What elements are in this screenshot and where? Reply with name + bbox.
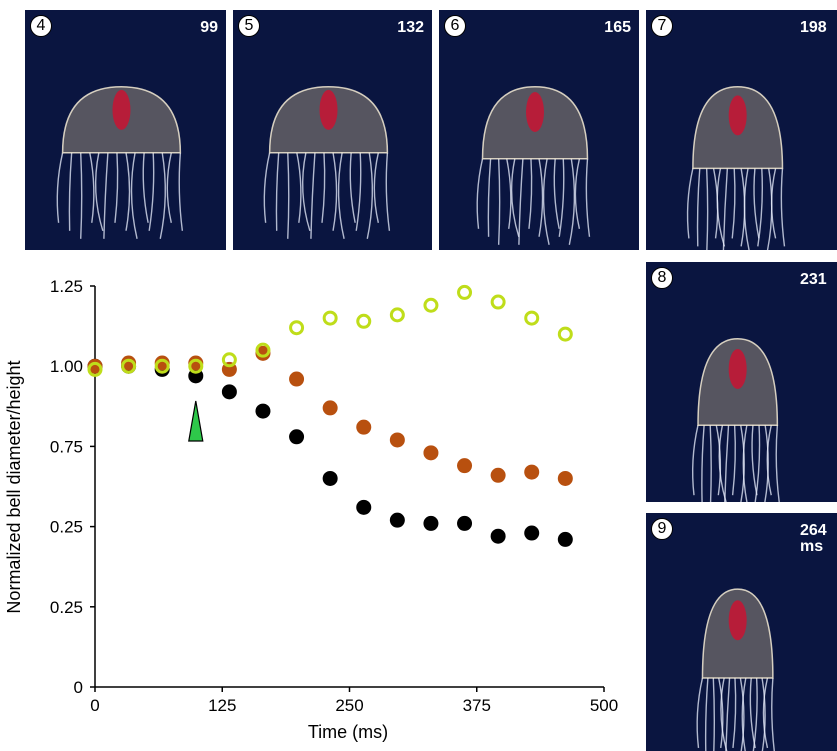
y-ticks: 0 0.25 0.25 0.75 1.00 1.25 [50, 277, 95, 697]
frame-number-badge: 8 [651, 267, 673, 289]
jellyfish-illustration [476, 86, 591, 245]
data-point [457, 284, 473, 300]
frame-number-badge: 4 [30, 15, 52, 37]
data-point [524, 525, 540, 541]
y-axis-label: Normalized bell diameter/height [4, 360, 24, 613]
data-point [188, 355, 204, 371]
data-point [87, 358, 103, 374]
video-frame-5: 5 132 [233, 10, 432, 250]
x-tick-label: 375 [463, 696, 491, 715]
series-0 [87, 358, 573, 547]
data-point [322, 400, 338, 416]
jellyfish-illustration [56, 86, 184, 239]
data-point [289, 320, 305, 336]
data-point [322, 470, 338, 486]
data-point [557, 326, 573, 342]
stimulus-arrow-marker [188, 400, 204, 442]
y-tick-label: 0.25 [50, 518, 83, 537]
jellyfish-illustration [263, 86, 391, 239]
data-point [423, 445, 439, 461]
x-tick-label: 250 [335, 696, 363, 715]
frame-time-label: 165 [604, 19, 631, 36]
data-point [356, 313, 372, 329]
frame-time-label: 99 [200, 19, 218, 36]
data-point [457, 515, 473, 531]
jellyfish-image [686, 86, 786, 250]
data-point [389, 512, 405, 528]
x-ticks: 0 125 250 375 500 [90, 687, 618, 715]
data-point [255, 403, 271, 419]
data-point [457, 458, 473, 474]
frame-time-label: 264 ms [800, 522, 827, 555]
video-frame-6: 6 165 [439, 10, 639, 250]
data-point [356, 419, 372, 435]
video-frame-8: 8 231 [646, 262, 837, 502]
jellyfish-illustration [696, 588, 776, 751]
y-tick-label: 1.00 [50, 357, 83, 376]
data-point [524, 464, 540, 480]
jellyfish-image [691, 338, 780, 502]
data-point [289, 429, 305, 445]
jellyfish-illustration [686, 86, 786, 250]
data-point [154, 358, 170, 374]
y-tick-label: 0.25 [50, 598, 83, 617]
frame-number-badge: 6 [444, 15, 466, 37]
y-tick-label: 0 [74, 678, 83, 697]
data-points [87, 284, 573, 547]
data-point [221, 352, 237, 368]
frame-time-label: 231 [800, 271, 827, 288]
video-frame-4: 4 99 [25, 10, 226, 250]
data-point [524, 310, 540, 326]
stimulus-marker-group [188, 400, 204, 442]
data-point [322, 310, 338, 326]
series-1 [87, 345, 573, 486]
x-tick-label: 125 [208, 696, 236, 715]
frame-time-label: 198 [800, 19, 827, 36]
jellyfish-image [696, 588, 776, 751]
data-point [154, 355, 170, 371]
x-axis-label: Time (ms) [308, 722, 388, 742]
data-point [490, 294, 506, 310]
data-point [121, 355, 137, 371]
y-tick-label: 1.25 [50, 277, 83, 296]
data-point [490, 467, 506, 483]
data-point [490, 528, 506, 544]
frame-time-label: 132 [397, 19, 424, 36]
data-point [557, 531, 573, 547]
data-point [423, 297, 439, 313]
frame-number-badge: 7 [651, 15, 673, 37]
data-point [289, 371, 305, 387]
series-2 [87, 284, 573, 377]
data-point [423, 515, 439, 531]
data-point [255, 345, 271, 361]
data-point [221, 384, 237, 400]
data-point [188, 358, 204, 374]
data-point [356, 499, 372, 515]
data-point [121, 358, 137, 374]
data-point [557, 470, 573, 486]
data-point [389, 432, 405, 448]
data-point [87, 361, 103, 377]
frame-number-badge: 5 [238, 15, 260, 37]
jellyfish-image [476, 86, 591, 245]
video-frame-7: 7 198 [646, 10, 837, 250]
video-frame-9: 9 264 ms [646, 513, 837, 751]
x-tick-label: 0 [90, 696, 99, 715]
x-tick-label: 500 [590, 696, 618, 715]
bell-shape-chart: 0 0.25 0.25 0.75 1.00 1.25 0 125 250 375 500 Norm… [4, 277, 618, 742]
frame-number-badge: 9 [651, 518, 673, 540]
y-tick-label: 0.75 [50, 437, 83, 456]
chart-axes [94, 286, 604, 688]
jellyfish-illustration [691, 338, 780, 502]
jellyfish-image [263, 86, 391, 239]
data-point [255, 342, 271, 358]
data-point [389, 307, 405, 323]
jellyfish-image [56, 86, 184, 239]
